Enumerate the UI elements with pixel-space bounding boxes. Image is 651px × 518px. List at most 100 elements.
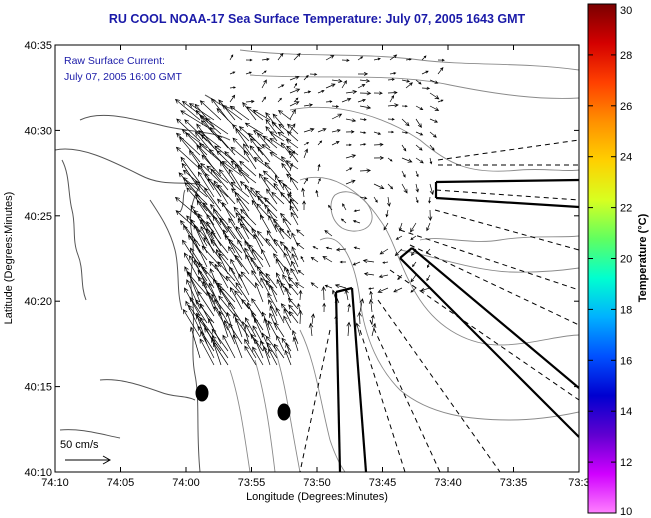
annotation-line-2: July 07, 2005 16:00 GMT — [64, 71, 182, 83]
current-vector — [427, 261, 431, 269]
current-vector — [315, 189, 319, 198]
current-vector — [234, 163, 250, 184]
current-vector — [217, 135, 236, 156]
x-tick-label: 73:55 — [238, 477, 266, 489]
current-vector — [322, 255, 333, 263]
current-vector — [180, 156, 201, 184]
current-vector — [341, 97, 352, 103]
current-vector — [357, 98, 366, 103]
current-vector — [345, 143, 352, 147]
current-vector — [411, 248, 417, 257]
y-axis-ticks: 40:35 40:30 40:25 40:20 40:15 40:10 — [24, 40, 579, 479]
current-vector — [303, 103, 314, 107]
current-vector — [189, 296, 208, 324]
current-vector — [310, 313, 315, 325]
current-vector — [252, 325, 264, 345]
current-vector — [401, 118, 410, 127]
current-vector — [233, 313, 243, 338]
current-vector — [303, 148, 309, 159]
current-vector — [214, 298, 229, 324]
current-vector — [401, 104, 408, 108]
current-vector — [280, 303, 292, 317]
current-vector — [325, 83, 336, 89]
current-vector — [209, 126, 229, 149]
current-vector — [331, 289, 337, 301]
current-vector — [218, 310, 229, 338]
current-vector — [387, 157, 393, 162]
current-vector — [387, 130, 395, 134]
colorbar-tick-label: 30 — [620, 5, 632, 17]
current-vector — [317, 140, 323, 146]
current-vector — [216, 248, 229, 275]
current-vector — [182, 177, 208, 198]
current-vector — [292, 329, 299, 345]
current-vector — [303, 74, 309, 81]
current-vector — [359, 91, 372, 96]
current-vector — [437, 99, 444, 103]
current-vector — [278, 123, 292, 135]
current-vector — [216, 108, 236, 128]
current-vector — [228, 217, 243, 240]
current-vector — [345, 89, 358, 95]
current-vector — [224, 235, 243, 254]
current-vector — [287, 229, 291, 237]
current-vector — [225, 275, 243, 296]
current-vector — [182, 169, 208, 191]
current-vector — [289, 191, 292, 198]
current-vector — [235, 226, 250, 247]
current-vector — [230, 160, 250, 177]
current-vector — [345, 167, 353, 172]
current-vector — [201, 154, 222, 177]
current-vector — [281, 162, 292, 177]
current-vector — [260, 277, 271, 296]
current-vector — [239, 223, 257, 240]
current-vector — [405, 58, 412, 61]
current-vectors — [174, 52, 445, 366]
current-vector — [217, 261, 236, 282]
current-vector — [269, 131, 285, 142]
current-vector — [341, 58, 350, 62]
current-vector — [262, 135, 278, 149]
current-vector — [195, 312, 215, 338]
current-vector — [269, 312, 278, 331]
current-vector — [389, 95, 395, 103]
current-vector — [200, 218, 215, 247]
current-vector — [206, 213, 222, 240]
current-vector — [273, 343, 285, 359]
current-vector — [415, 144, 423, 151]
x-tick-label: 74:00 — [172, 477, 200, 489]
current-vector — [228, 238, 243, 261]
current-vector — [285, 342, 292, 359]
colorbar-tick-label: 16 — [620, 355, 632, 367]
buoy-marker — [195, 384, 209, 402]
current-vector — [265, 237, 278, 254]
current-vector — [198, 262, 215, 289]
current-vector — [204, 172, 222, 198]
current-vector — [229, 94, 236, 103]
current-vector — [193, 224, 208, 254]
current-vector — [242, 101, 257, 121]
current-vector — [200, 225, 215, 254]
current-vector — [217, 184, 236, 205]
current-vector — [401, 79, 411, 83]
current-vector — [278, 179, 292, 191]
current-vector — [200, 330, 215, 359]
current-vector — [207, 178, 229, 198]
current-vector — [263, 317, 271, 338]
current-vector — [331, 105, 340, 108]
current-vector — [234, 191, 250, 212]
current-vector — [415, 170, 419, 178]
current-vector — [276, 335, 285, 352]
current-vector — [185, 132, 208, 156]
current-vector — [324, 230, 333, 237]
current-vector — [259, 214, 271, 233]
current-vector — [292, 336, 299, 352]
current-vector — [401, 183, 408, 194]
colorbar-tick-label: 28 — [620, 50, 632, 62]
current-vector — [198, 130, 222, 149]
bathymetry-contours — [229, 49, 579, 472]
current-vector — [238, 273, 250, 296]
current-vector — [308, 322, 314, 337]
current-vector — [429, 92, 440, 100]
current-vector — [204, 187, 222, 212]
